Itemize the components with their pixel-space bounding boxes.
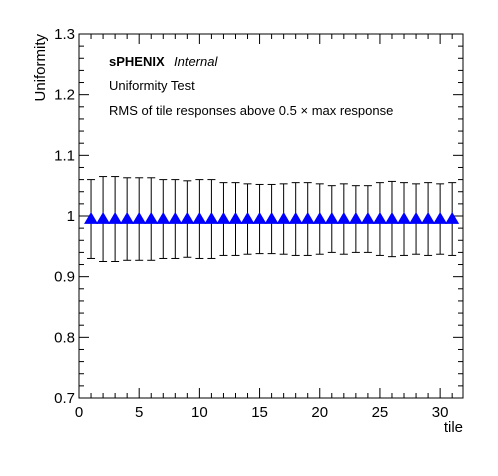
data-point: [108, 212, 123, 224]
y-tick-label: 1.2: [54, 87, 75, 104]
data-markers: [84, 212, 460, 224]
data-point: [324, 212, 339, 224]
data-point: [397, 212, 412, 224]
y-tick-label: 1.3: [54, 26, 75, 43]
data-point: [192, 212, 207, 224]
data-point: [144, 212, 159, 224]
axis-ticks: [78, 33, 463, 399]
annotation-line-2: RMS of tile responses above 0.5 × max re…: [109, 103, 393, 118]
data-point: [300, 212, 315, 224]
tick-labels: 0 5 10 15 20 25 30 0.7 0.8 0.9 1 1.1 1.2 1.3: [54, 26, 448, 421]
data-point: [445, 212, 460, 224]
data-point: [276, 212, 291, 224]
x-tick-label: 20: [311, 404, 328, 421]
data-point: [240, 212, 255, 224]
x-axis-title: tile: [444, 419, 463, 436]
x-tick-label: 10: [191, 404, 208, 421]
y-tick-label: 0.8: [54, 329, 75, 346]
data-point: [264, 212, 279, 224]
data-point: [384, 212, 399, 224]
data-point: [168, 212, 183, 224]
data-point: [180, 212, 195, 224]
data-point: [216, 212, 231, 224]
data-point: [252, 212, 267, 224]
x-tick-label: 0: [75, 404, 83, 421]
data-point: [132, 212, 147, 224]
x-tick-label: 25: [372, 404, 389, 421]
y-tick-label: 1: [67, 208, 75, 225]
y-tick-label: 0.9: [54, 269, 75, 286]
data-point: [433, 212, 448, 224]
annotation-line-1: Uniformity Test: [109, 78, 195, 93]
x-tick-label: 15: [251, 404, 268, 421]
annotation-experiment: sPHENIX: [109, 54, 165, 69]
y-axis-title: Uniformity: [32, 34, 49, 102]
data-point: [204, 212, 219, 224]
y-tick-label: 1.1: [54, 147, 75, 164]
data-point: [336, 212, 351, 224]
data-point: [312, 212, 327, 224]
data-point: [360, 212, 375, 224]
data-point: [84, 212, 99, 224]
data-point: [156, 212, 171, 224]
x-tick-label: 30: [432, 404, 449, 421]
annotation-status: Internal: [174, 54, 218, 69]
data-point: [120, 212, 135, 224]
data-point: [228, 212, 243, 224]
data-point: [348, 212, 363, 224]
data-point: [96, 212, 111, 224]
data-point: [421, 212, 436, 224]
data-point: [288, 212, 303, 224]
data-point: [372, 212, 387, 224]
data-point: [409, 212, 424, 224]
y-tick-label: 0.7: [54, 390, 75, 407]
x-tick-label: 5: [135, 404, 143, 421]
